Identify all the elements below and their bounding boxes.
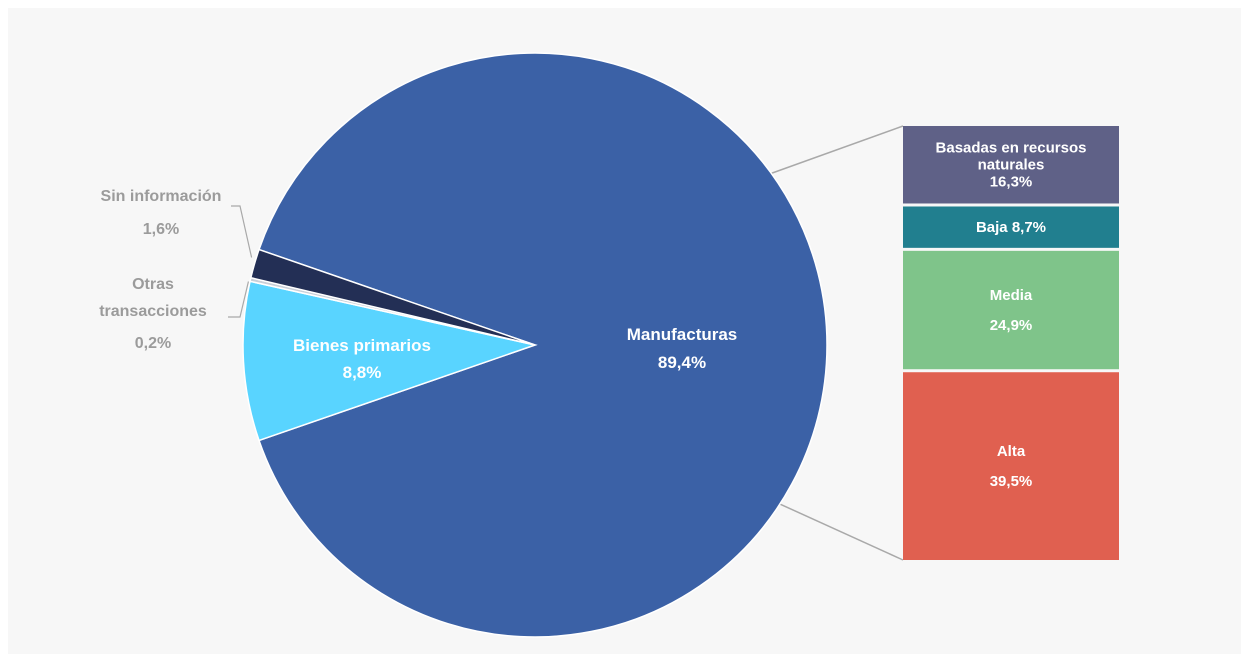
bar-segment-alta: [903, 372, 1119, 560]
connector-line-top: [770, 125, 904, 175]
pie-label-otras-transacciones-line2: transacciones: [99, 303, 207, 320]
bar-label-basadas-en-recursos-naturales: naturales: [978, 157, 1045, 174]
bar-segment-basadas-en-recursos-naturales: [903, 126, 1119, 204]
leader-line-otras-transacciones: [228, 281, 250, 318]
pie-label-manufacturas: Manufacturas: [627, 325, 738, 344]
connector-line-bottom: [779, 503, 904, 561]
bar-label-basadas-en-recursos-naturales: Basadas en recursos: [936, 140, 1087, 157]
leader-line-sin-informacion: [231, 205, 253, 258]
bar-label-alta: Alta: [997, 443, 1026, 460]
pie-label-bienes-primarios: Bienes primarios: [293, 336, 431, 355]
bar-segment-media: [903, 250, 1119, 370]
bar-label-media: Media: [990, 287, 1033, 304]
pie-value-manufacturas: 89,4%: [658, 353, 706, 372]
pie-value-bienes-primarios: 8,8%: [343, 363, 382, 382]
pie-slice-sin-informacion: [249, 248, 536, 346]
pie-value-sin-informacion: 1,6%: [143, 221, 179, 238]
bar-value-media: 24,9%: [990, 317, 1033, 334]
chart-area: Basadas en recursos naturales 16,3% Baja 8,…: [8, 8, 1241, 654]
bar-label-baja: Baja 8,7%: [976, 219, 1046, 236]
pie-value-otras-transacciones: 0,2%: [135, 335, 171, 352]
bar-value-alta: 39,5%: [990, 473, 1033, 490]
bar-value-basadas-en-recursos-naturales: 16,3%: [990, 174, 1033, 191]
bar-segment-baja: [903, 206, 1119, 248]
pie-slice-bienes-primarios: [242, 280, 538, 442]
pie-label-otras-transacciones-line1: Otras: [132, 276, 174, 293]
pie-label-sin-informacion: Sin información: [101, 188, 222, 205]
pie-slice-manufacturas: [258, 52, 828, 638]
